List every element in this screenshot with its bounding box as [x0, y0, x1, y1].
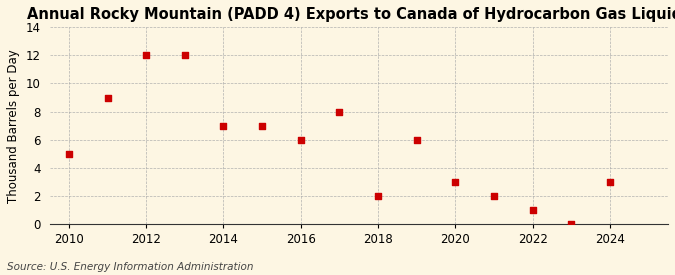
- Point: [373, 194, 383, 198]
- Point: [527, 208, 538, 212]
- Point: [489, 194, 500, 198]
- Y-axis label: Thousand Barrels per Day: Thousand Barrels per Day: [7, 49, 20, 202]
- Point: [450, 180, 461, 184]
- Point: [63, 152, 74, 156]
- Point: [256, 123, 267, 128]
- Point: [566, 222, 577, 226]
- Point: [334, 109, 345, 114]
- Title: Annual Rocky Mountain (PADD 4) Exports to Canada of Hydrocarbon Gas Liquids: Annual Rocky Mountain (PADD 4) Exports t…: [27, 7, 675, 22]
- Point: [180, 53, 190, 57]
- Point: [605, 180, 616, 184]
- Point: [102, 95, 113, 100]
- Point: [141, 53, 152, 57]
- Point: [218, 123, 229, 128]
- Text: Source: U.S. Energy Information Administration: Source: U.S. Energy Information Administ…: [7, 262, 253, 272]
- Point: [296, 138, 306, 142]
- Point: [411, 138, 422, 142]
